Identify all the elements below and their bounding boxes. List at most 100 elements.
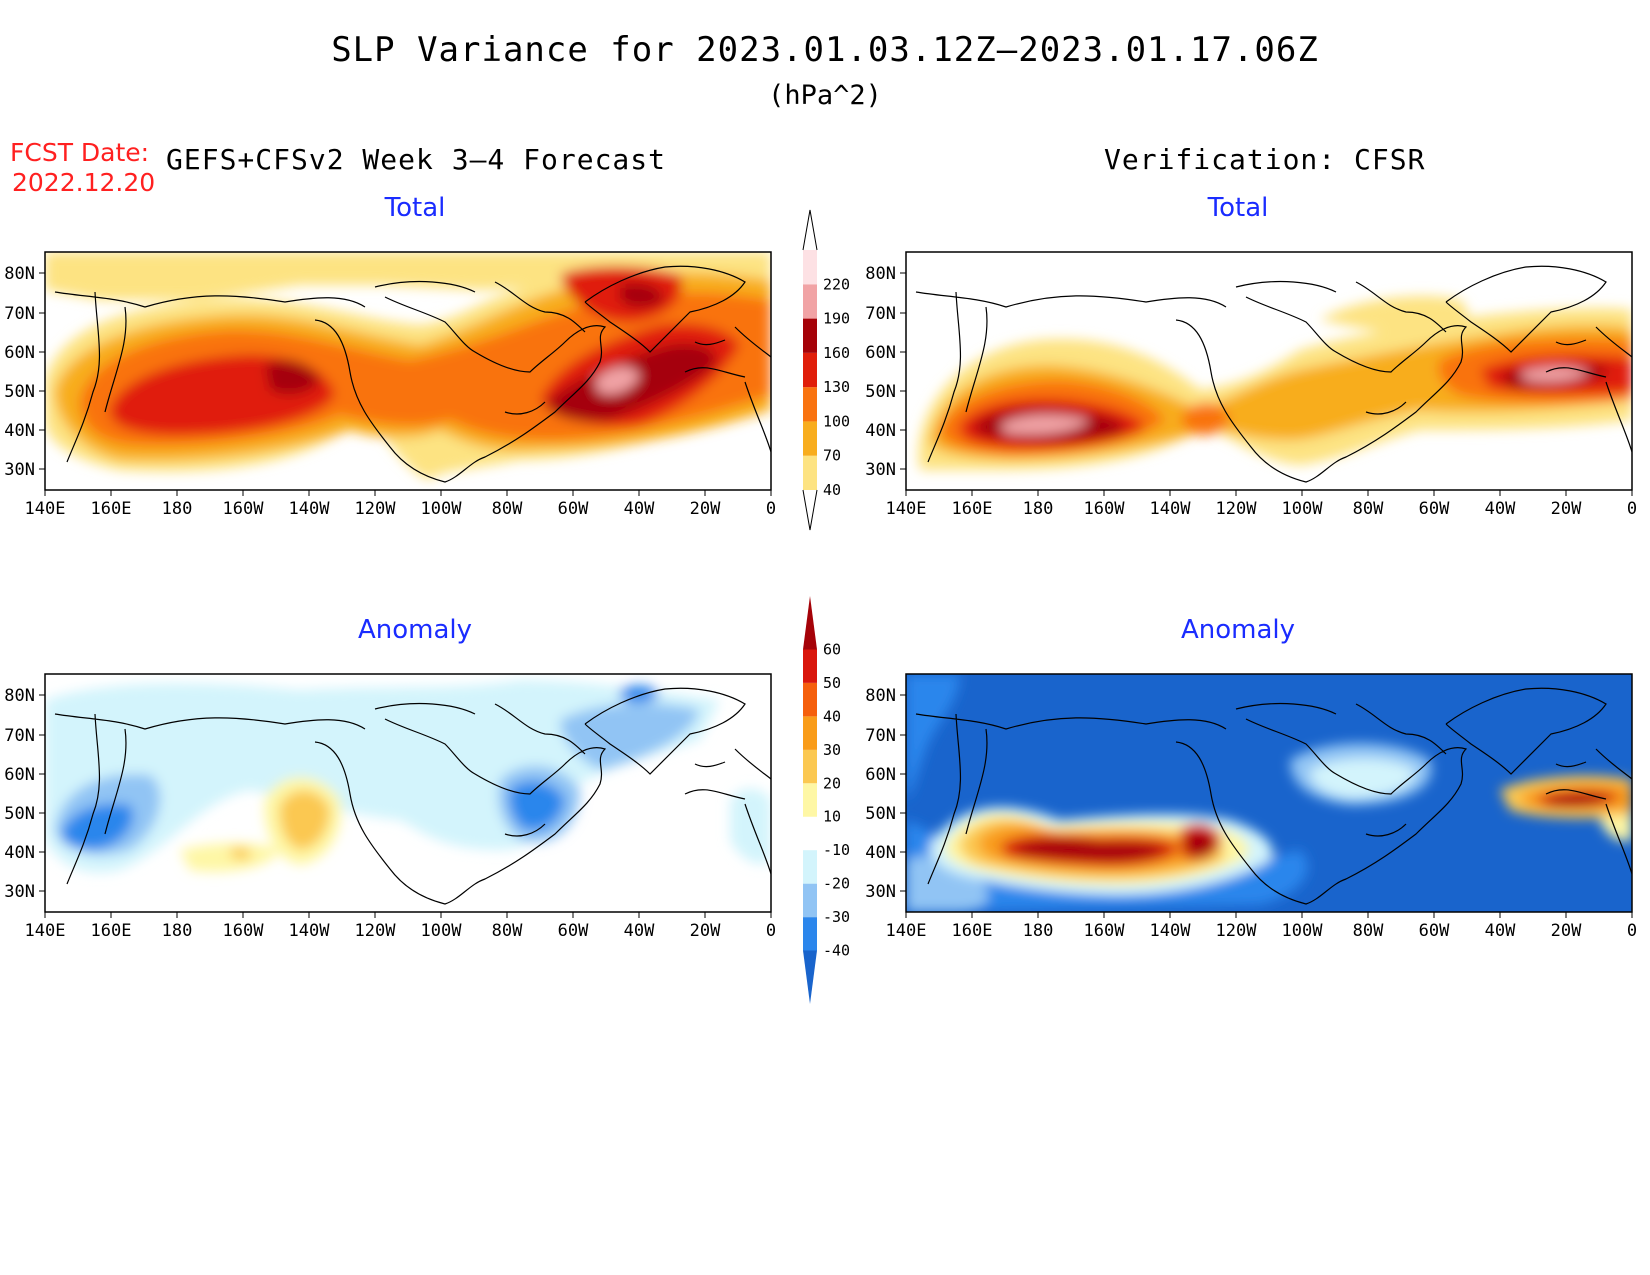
lon-tick-label: 80W xyxy=(1353,921,1384,941)
lon-tick-label: 100W xyxy=(421,921,463,941)
lon-tick-label: 0 xyxy=(766,499,776,519)
lon-tick-label: 120W xyxy=(355,921,397,941)
colorbar-arrow xyxy=(802,489,818,531)
verification-total-title: Total xyxy=(1207,193,1269,223)
units-label: (hPa^2) xyxy=(768,80,882,111)
colorbar-label: 10 xyxy=(823,808,841,826)
lon-tick-label: 140E xyxy=(886,921,927,941)
colorbar-label: 30 xyxy=(823,741,841,759)
colorbar-swatch xyxy=(803,455,817,490)
colorbar-label: 40 xyxy=(823,707,841,725)
colorbar-arrow xyxy=(802,209,818,251)
verification-anomaly-title: Anomaly xyxy=(1180,615,1296,645)
colorbar-label: 40 xyxy=(823,481,841,499)
total-colorbar: 40 70 100 130 160 190 220 xyxy=(802,209,850,531)
colorbar-label: -20 xyxy=(823,875,850,893)
colorbar-swatch xyxy=(803,883,817,918)
forecast-anomaly-title: Anomaly xyxy=(357,615,473,645)
colorbar-swatch xyxy=(803,783,817,817)
lat-tick-label: 80N xyxy=(4,264,35,284)
lon-tick-label: 20W xyxy=(1551,499,1582,519)
forecast-heading: GEFS+CFSv2 Week 3–4 Forecast xyxy=(166,143,667,176)
lon-tick-label: 160W xyxy=(1084,921,1126,941)
colorbar-swatch xyxy=(803,716,817,750)
lat-tick-label: 60N xyxy=(4,343,35,363)
lon-tick-label: 40W xyxy=(1485,921,1516,941)
colorbar-swatch xyxy=(803,917,817,951)
lat-tick-label: 60N xyxy=(865,765,896,785)
lon-tick-label: 100W xyxy=(1282,921,1324,941)
colorbar-swatch xyxy=(803,250,817,285)
lon-tick-label: 60W xyxy=(1419,921,1450,941)
lon-tick-label: 160E xyxy=(91,921,132,941)
colorbar-label: -10 xyxy=(823,841,850,859)
fcst-date-value: 2022.12.20 xyxy=(12,168,156,197)
lat-tick-label: 50N xyxy=(4,804,35,824)
anomaly-colorbar: -40 -30 -20 -10 10 20 30 40 50 60 xyxy=(803,596,850,1004)
lon-tick-label: 160W xyxy=(223,499,265,519)
colorbar-swatch xyxy=(803,816,817,851)
colorbar-label: 220 xyxy=(823,275,850,293)
lon-tick-label: 0 xyxy=(1627,499,1637,519)
colorbar-label: 130 xyxy=(823,378,850,396)
lat-tick-label: 40N xyxy=(4,843,35,863)
lon-tick-label: 120W xyxy=(1216,499,1258,519)
lat-tick-label: 40N xyxy=(865,421,896,441)
lon-tick-label: 60W xyxy=(1419,499,1450,519)
lon-tick-label: 100W xyxy=(1282,499,1324,519)
lon-tick-label: 180 xyxy=(162,921,193,941)
colorbar-swatch xyxy=(803,749,817,784)
lat-tick-label: 70N xyxy=(4,726,35,746)
lon-tick-label: 140W xyxy=(289,499,331,519)
lon-tick-label: 60W xyxy=(558,921,589,941)
lat-tick-label: 80N xyxy=(865,686,896,706)
lon-tick-label: 160E xyxy=(952,921,993,941)
lon-tick-label: 80W xyxy=(1353,499,1384,519)
colorbar-swatch xyxy=(803,352,817,388)
lat-tick-label: 30N xyxy=(4,460,35,480)
colorbar-label: 190 xyxy=(823,310,850,328)
lon-tick-label: 160W xyxy=(1084,499,1126,519)
lat-tick-label: 40N xyxy=(4,421,35,441)
lon-tick-label: 40W xyxy=(624,921,655,941)
lon-tick-label: 80W xyxy=(492,921,523,941)
lon-tick-label: 140E xyxy=(25,921,66,941)
lat-tick-label: 50N xyxy=(4,382,35,402)
colorbar-swatch xyxy=(803,850,817,884)
colorbar-label: -30 xyxy=(823,908,850,926)
colorbar-label: 50 xyxy=(823,674,841,692)
verification-heading: Verification: CFSR xyxy=(1104,143,1426,176)
axis-labels: 80N 70N 60N 50N 40N 30N 140E 160E 180 160W 140W 120… xyxy=(4,264,1637,941)
lon-tick-label: 120W xyxy=(1216,921,1258,941)
lon-tick-label: 160E xyxy=(91,499,132,519)
lon-tick-label: 0 xyxy=(1627,921,1637,941)
lon-tick-label: 20W xyxy=(690,499,721,519)
colorbar-label: 160 xyxy=(823,344,850,362)
lat-tick-label: 30N xyxy=(4,882,35,902)
verification-total-panel xyxy=(905,251,1633,491)
lat-tick-label: 40N xyxy=(865,843,896,863)
colorbar-swatch xyxy=(803,596,817,650)
colorbar-label: 100 xyxy=(823,412,850,430)
main-title: SLP Variance for 2023.01.03.12Z–2023.01.… xyxy=(331,30,1319,70)
colorbar-swatch xyxy=(803,649,817,683)
lon-tick-label: 140W xyxy=(289,921,331,941)
lat-tick-label: 50N xyxy=(865,382,896,402)
forecast-total-panel xyxy=(44,251,772,491)
colorbar-swatch xyxy=(803,284,817,319)
lon-tick-label: 0 xyxy=(766,921,776,941)
colorbar-swatch xyxy=(803,421,817,456)
colorbar-label: 60 xyxy=(823,640,841,658)
lat-tick-label: 50N xyxy=(865,804,896,824)
lat-tick-label: 70N xyxy=(4,304,35,324)
lon-tick-label: 20W xyxy=(1551,921,1582,941)
lon-tick-label: 140E xyxy=(886,499,927,519)
colorbar-label: -40 xyxy=(823,942,850,960)
lon-tick-label: 80W xyxy=(492,499,523,519)
lon-tick-label: 40W xyxy=(1485,499,1516,519)
lon-tick-label: 140W xyxy=(1150,921,1192,941)
lon-tick-label: 120W xyxy=(355,499,397,519)
lon-tick-label: 40W xyxy=(624,499,655,519)
lat-tick-label: 70N xyxy=(865,726,896,746)
